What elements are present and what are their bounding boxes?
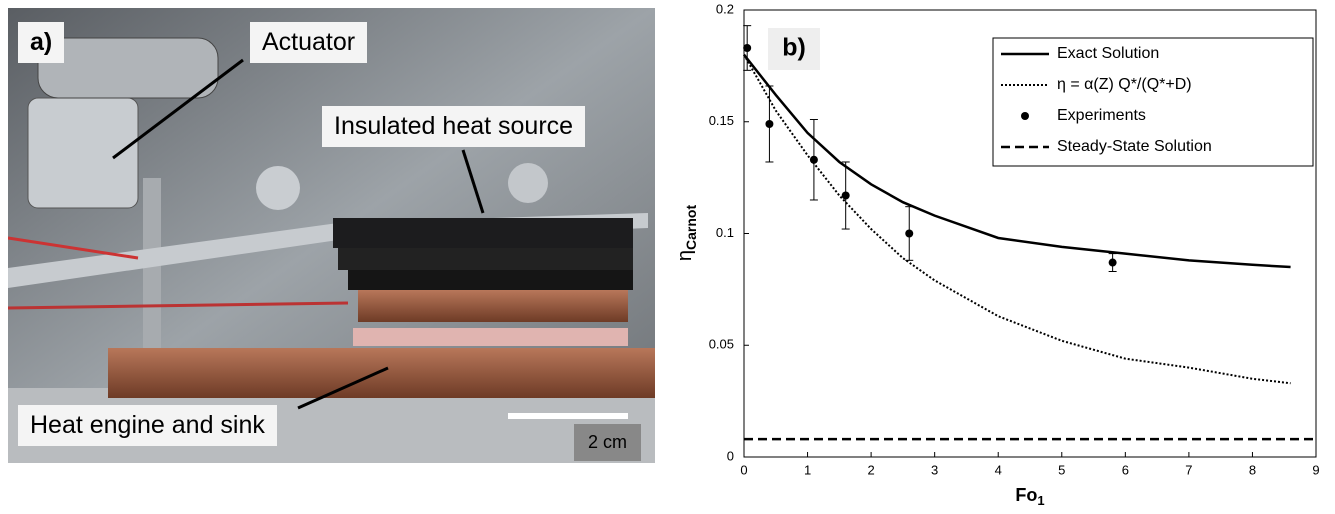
scale-bar-label: 2 cm [574, 424, 642, 461]
photo-label: Heat engine and sink [18, 405, 277, 446]
y-tick-label: 0.05 [709, 337, 734, 352]
panel-label: a) [18, 22, 65, 63]
legend-label: Steady-State Solution [1057, 138, 1212, 155]
line-series [743, 53, 1291, 269]
x-axis-label-sub: 1 [1037, 493, 1044, 508]
y-tick-label: 0.1 [716, 225, 734, 240]
y-axis-label-text: η [674, 250, 696, 261]
x-tick-label: 0 [740, 462, 747, 477]
panel-label: b) [782, 34, 806, 62]
data-point [1108, 258, 1117, 267]
data-point [765, 119, 774, 128]
data-point [809, 155, 818, 164]
photo-panel: a) Actuator Insulated heat source Heat e… [7, 8, 655, 463]
panel-label-box [768, 28, 820, 70]
x-tick-label: 2 [867, 462, 874, 477]
x-tick-label: 5 [1058, 462, 1065, 477]
legend-marker [1021, 112, 1029, 120]
legend-label: Exact Solution [1057, 45, 1159, 62]
legend-box [992, 37, 1314, 167]
x-tick-label: 3 [931, 462, 938, 477]
data-point [841, 191, 850, 200]
legend-label: η = α(Z) Q*/(Q*+D) [1057, 76, 1192, 93]
x-axis-label-text: Fo [1015, 485, 1037, 505]
x-tick-label: 1 [804, 462, 811, 477]
x-tick-label: 9 [1312, 462, 1319, 477]
x-tick-label: 8 [1249, 462, 1256, 477]
line-series [743, 54, 1291, 385]
x-tick-label: 4 [995, 462, 1002, 477]
photo-label: Insulated heat source [322, 106, 586, 147]
x-tick-label: 6 [1122, 462, 1129, 477]
legend-label: Experiments [1057, 107, 1146, 124]
chart: b) 0 1 2 3 4 5 6 7 8 900.050.10.150.2Fo1ηCarnotEx… [674, 1, 1319, 509]
y-tick-label: 0.2 [716, 1, 734, 16]
photo [7, 8, 655, 463]
y-tick-label: 0 [727, 448, 734, 463]
y-axis-label: ηCarnot [674, 205, 698, 262]
photo-label: Actuator [250, 22, 368, 63]
y-tick-label: 0.15 [709, 113, 734, 128]
y-axis-label-sub: Carnot [683, 205, 699, 250]
data-point [905, 229, 914, 238]
x-tick-label: 7 [1185, 462, 1192, 477]
data-point [743, 43, 752, 52]
x-axis-label: Fo1 [1015, 485, 1044, 509]
